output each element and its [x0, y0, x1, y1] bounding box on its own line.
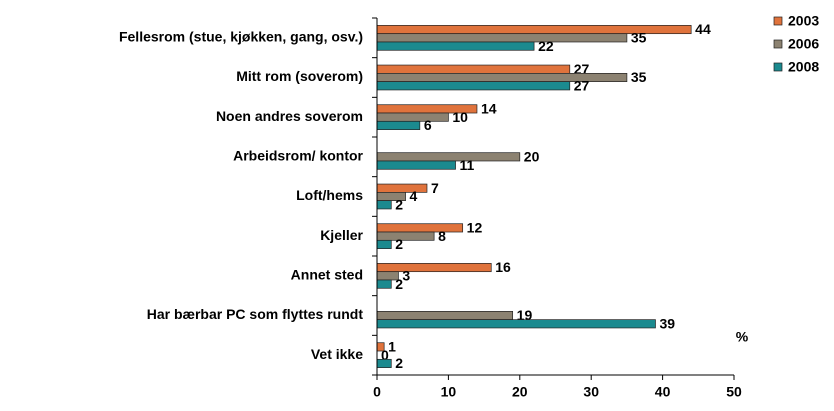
bar — [376, 33, 628, 43]
value-label: 35 — [631, 69, 647, 85]
bar — [376, 72, 628, 82]
bar — [376, 41, 535, 51]
legend-label: 2003 — [788, 13, 819, 29]
value-label: 22 — [538, 38, 554, 54]
legend-swatch — [773, 62, 783, 72]
bar — [376, 223, 464, 233]
x-tick-label: 30 — [583, 384, 599, 400]
value-label: 10 — [452, 109, 468, 125]
bar — [376, 64, 571, 74]
value-label: 12 — [467, 220, 483, 236]
value-label: 27 — [574, 78, 590, 94]
value-label: 0 — [381, 347, 389, 363]
value-label: 20 — [524, 149, 540, 165]
value-label: 2 — [395, 276, 403, 292]
x-tick-label: 50 — [726, 384, 742, 400]
x-tick-label: 20 — [512, 384, 528, 400]
y-tick-label: Kjeller — [320, 227, 363, 243]
value-label: 39 — [659, 316, 675, 332]
bar — [376, 81, 571, 91]
value-label: 27 — [574, 61, 590, 77]
bar — [376, 231, 435, 241]
value-label: 11 — [460, 157, 475, 173]
value-label: 19 — [517, 307, 533, 323]
value-label: 6 — [424, 117, 432, 133]
legend-label: 2008 — [788, 59, 819, 75]
y-tick-label: Fellesrom (stue, kjøkken, gang, osv.) — [119, 29, 363, 45]
y-tick-label: Har bærbar PC som flyttes rundt — [147, 306, 364, 322]
y-tick-label: Loft/hems — [296, 187, 363, 203]
value-label: 7 — [431, 180, 439, 196]
y-tick-label: Arbeidsrom/ kontor — [233, 148, 363, 164]
bar — [376, 358, 392, 368]
legend-swatch — [773, 16, 783, 26]
y-tick-label: Noen andres soverom — [216, 108, 363, 124]
bar — [376, 112, 449, 122]
value-label: 4 — [410, 188, 418, 204]
value-label: 44 — [695, 21, 711, 37]
bar — [376, 200, 392, 210]
bar — [376, 279, 392, 289]
y-tick-label: Mitt rom (soverom) — [236, 68, 363, 84]
bar — [376, 319, 656, 329]
value-label: 3 — [402, 268, 410, 284]
y-tick-label: Annet sted — [291, 267, 363, 283]
value-label: 8 — [438, 228, 446, 244]
x-tick-label: 40 — [655, 384, 671, 400]
value-label: 16 — [495, 259, 511, 275]
x-tick-label: 0 — [373, 384, 381, 400]
legend-swatch — [773, 39, 783, 49]
bar — [376, 152, 521, 162]
x-tick-label: 10 — [441, 384, 457, 400]
value-label: 2 — [395, 197, 403, 213]
bar — [376, 263, 492, 273]
x-axis-label: % — [736, 329, 749, 345]
bar — [376, 120, 421, 130]
y-tick-label: Vet ikke — [311, 346, 363, 362]
value-label: 14 — [481, 101, 497, 117]
bar — [376, 160, 456, 170]
value-label: 1 — [388, 339, 396, 355]
bar — [376, 239, 392, 249]
bar — [376, 183, 428, 193]
value-label: 2 — [395, 355, 403, 371]
bar — [376, 311, 514, 321]
value-label: 2 — [395, 236, 403, 252]
legend-label: 2006 — [788, 36, 819, 52]
value-label: 35 — [631, 30, 647, 46]
